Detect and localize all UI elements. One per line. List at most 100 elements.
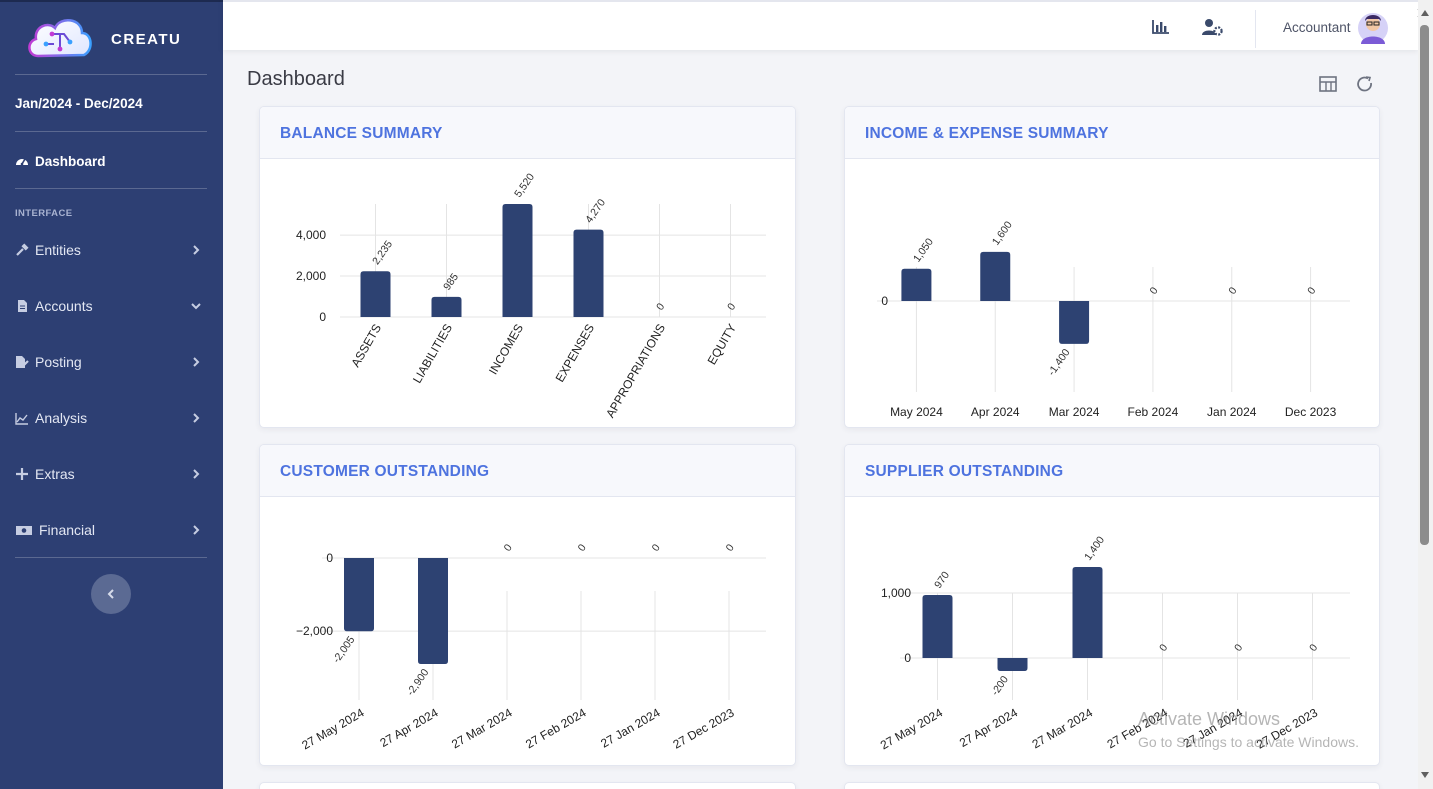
sidebar-toggle-button[interactable]	[91, 574, 131, 614]
data-label: 0	[1307, 642, 1320, 654]
x-tick-label: Feb 2024	[1128, 405, 1179, 419]
chart-bar[interactable]	[573, 229, 604, 317]
customer-outstanding-card: CUSTOMER OUTSTANDING 0 −2,000 -2,005 27 May…	[259, 444, 796, 766]
x-tick-label: 27 May 2024	[878, 705, 945, 752]
avatar[interactable]	[1357, 10, 1389, 44]
user-settings-icon[interactable]	[1201, 18, 1223, 36]
sidebar-item-financial[interactable]: Financial	[15, 518, 207, 542]
topbar: Accountant	[223, 0, 1427, 50]
data-label: 0	[650, 542, 663, 554]
scroll-down-arrow-icon[interactable]	[1421, 772, 1429, 778]
data-label: -2,900	[405, 667, 432, 698]
chart-bar[interactable]	[418, 558, 448, 664]
chevron-right-icon	[193, 469, 200, 479]
chart-bar[interactable]	[997, 658, 1028, 671]
period-range[interactable]: Jan/2024 - Dec/2024	[15, 96, 143, 111]
supplier-outstanding-chart: 0 1,000 970 27 May 2024 -200 27 Apr 2024 1,400…	[878, 534, 1350, 752]
bar-chart-icon[interactable]	[1151, 18, 1171, 36]
chevron-right-icon	[193, 525, 200, 535]
data-label: 0	[1148, 285, 1161, 297]
card-title: CUSTOMER OUTSTANDING	[280, 463, 490, 480]
file-edit-icon	[16, 356, 29, 368]
sidebar-item-label: Dashboard	[35, 153, 106, 169]
balance-summary-card: BALANCE SUMMARY 0 2,000 4,000 2,235 ASSETS 98…	[259, 106, 796, 428]
sidebar-item-posting[interactable]: Posting	[15, 350, 207, 374]
card-header: SUPPLIER OUTSTANDING	[845, 445, 1379, 497]
table-layout-icon[interactable]	[1318, 74, 1338, 94]
data-label: 0	[1157, 642, 1170, 654]
plus-icon	[16, 468, 28, 480]
x-tick-label: 27 Apr 2024	[377, 705, 440, 750]
x-tick-label: 27 Dec 2023	[671, 705, 737, 751]
data-label: 0	[576, 542, 589, 554]
x-tick-label: APPROPRIATIONS	[603, 322, 668, 421]
data-label: 1,600	[990, 219, 1015, 248]
brand[interactable]: CREATU	[0, 2, 223, 74]
y-tick-label: 0	[319, 310, 326, 324]
card-header: BALANCE SUMMARY	[260, 107, 795, 159]
income-expense-chart: 0 1,050 May 2024 1,600 Apr 2024 -1,400 Mar 202…	[877, 219, 1350, 419]
x-tick-label: 27 Jan 2024	[598, 705, 662, 750]
scrollbar-thumb[interactable]	[1420, 25, 1429, 545]
income-expense-card: INCOME & EXPENSE SUMMARY 0 1,050 May 2024 1…	[844, 106, 1380, 428]
x-tick-label: May 2024	[890, 405, 943, 419]
sidebar-item-accounts[interactable]: Accounts	[15, 294, 207, 318]
chart-bar[interactable]	[980, 251, 1011, 301]
sidebar-item-dashboard[interactable]: Dashboard	[15, 149, 207, 173]
sidebar-item-extras[interactable]: Extras	[15, 462, 207, 486]
sidebar-item-entities[interactable]: Entities	[15, 238, 207, 262]
sidebar-heading: INTERFACE	[15, 208, 73, 219]
chevron-right-icon	[193, 357, 200, 367]
data-label: 1,050	[911, 236, 936, 265]
x-tick-label: LIABILITIES	[410, 322, 455, 386]
data-label: 0	[654, 301, 667, 313]
chart-bar[interactable]	[360, 271, 391, 317]
x-tick-label: Jan 2024	[1207, 405, 1257, 419]
chart-bar[interactable]	[1059, 301, 1090, 344]
tachometer-icon	[16, 158, 28, 166]
x-tick-label: Dec 2023	[1285, 405, 1337, 419]
data-label: -2,005	[331, 634, 358, 665]
page-title: Dashboard	[247, 68, 345, 90]
topbar-divider	[1255, 10, 1256, 48]
sidebar-item-label: Entities	[35, 242, 81, 258]
data-label: 5,520	[512, 171, 537, 200]
card-title: SUPPLIER OUTSTANDING	[865, 463, 1064, 480]
sidebar-divider	[15, 188, 207, 189]
data-label: 0	[1305, 285, 1318, 297]
sidebar-item-label: Posting	[35, 354, 82, 370]
balance-summary-chart: 0 2,000 4,000 2,235 ASSETS 985 LIABILITIES 5,52…	[296, 171, 766, 421]
card-title: BALANCE SUMMARY	[280, 125, 443, 142]
chart-bar[interactable]	[502, 204, 533, 317]
chart-bar[interactable]	[1072, 567, 1103, 658]
customer-outstanding-chart: 0 −2,000-2,005 27 May 2024 -2,900 27 Apr 202…	[296, 542, 766, 752]
money-icon	[16, 526, 32, 535]
sidebar-item-analysis[interactable]: Analysis	[15, 406, 207, 430]
scroll-up-arrow-icon[interactable]	[1421, 10, 1429, 16]
chart-bar[interactable]	[922, 594, 953, 658]
sidebar: CREATU Jan/2024 - Dec/2024 Dashboard INT…	[0, 0, 223, 789]
x-tick-label: Mar 2024	[1049, 405, 1100, 419]
x-tick-label: ASSETS	[348, 322, 384, 370]
data-label: 985	[441, 271, 461, 292]
brand-name: CREATU	[111, 31, 182, 48]
card-partial	[259, 782, 796, 789]
refresh-icon[interactable]	[1355, 74, 1375, 94]
data-label: 0	[724, 542, 737, 554]
data-label: 0	[725, 301, 738, 313]
x-tick-label: EXPENSES	[553, 322, 597, 385]
chart-bar[interactable]	[344, 558, 374, 632]
y-tick-label: 0	[904, 651, 911, 665]
activation-watermark-text: Go to Settings to activate Windows.	[1138, 734, 1359, 750]
file-icon	[18, 300, 27, 312]
chart-bar[interactable]	[431, 296, 462, 317]
data-label: 4,270	[583, 197, 608, 226]
chevron-left-icon	[107, 589, 114, 599]
chart-bar[interactable]	[901, 268, 932, 301]
user-name[interactable]: Accountant	[1283, 20, 1351, 35]
x-tick-label: INCOMES	[486, 322, 526, 378]
data-label: 0	[1226, 285, 1239, 297]
data-label: 970	[932, 569, 952, 590]
y-tick-label: −2,000	[296, 624, 333, 638]
sidebar-item-label: Extras	[35, 466, 75, 482]
